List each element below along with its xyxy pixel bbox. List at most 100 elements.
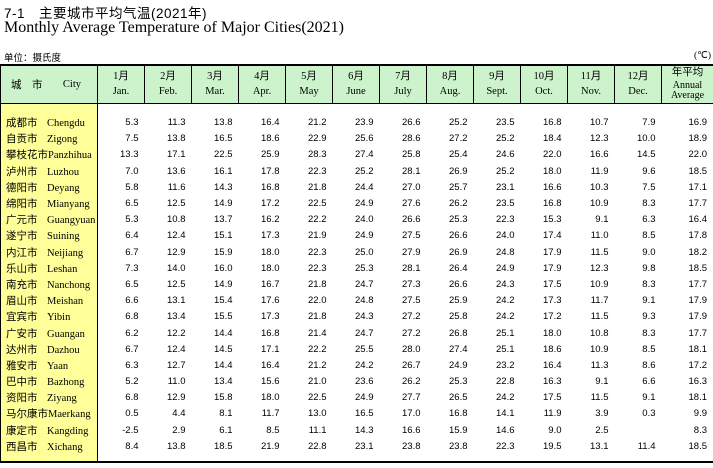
city-name-cn: 乐山市: [6, 263, 38, 275]
city-cell: 绵阳市 Mianyang: [0, 195, 98, 212]
city-name-cn: 广元市: [6, 215, 38, 227]
temp-cell-apr: 17.1: [261, 343, 280, 355]
city-cell: 南充市 Nanchong: [0, 276, 98, 293]
temp-cell-may: 22.3: [308, 165, 327, 177]
temp-cell-jul: 26.6: [402, 214, 421, 226]
temp-cell-feb: 12.9: [167, 246, 186, 258]
temp-cell-jun: 24.3: [355, 311, 374, 323]
temp-cell-oct: 17.9: [543, 262, 562, 274]
city-name-cn: 康定市: [6, 425, 38, 437]
city-name-en: Suining: [47, 231, 80, 243]
city-name-cn: 眉山市: [6, 296, 38, 308]
column-header-en: Sept.: [486, 86, 508, 97]
temp-cell-mar: 13.4: [214, 376, 233, 388]
column-header-may: 5月 May: [285, 64, 333, 104]
city-name-en: Ziyang: [47, 393, 77, 405]
column-header-mar: 3月 Mar.: [191, 64, 239, 104]
column-header-en: Jan.: [112, 86, 130, 97]
temp-cell-mar: 13.8: [214, 117, 233, 129]
temp-cell-dec: 7.9: [642, 117, 656, 129]
city-name-en: Yaan: [47, 360, 69, 372]
temp-cell-annual: 17.8: [688, 230, 708, 242]
column-header-nov: 11月 Nov.: [567, 64, 615, 104]
city-cell: 遂宁市 Suining: [0, 227, 98, 244]
table-row-nanchong: 南充市 Nanchong 6.5 12.5 14.9 16.7 21.8 24.7 27.3 26…: [0, 276, 713, 293]
temp-cell-apr: 18.0: [261, 262, 280, 274]
temp-cell-feb: 17.1: [167, 149, 186, 161]
column-header-apr: 4月 Apr.: [238, 64, 286, 104]
temp-cell-feb: 14.0: [167, 262, 186, 274]
temp-cell-annual: 22.0: [688, 149, 708, 161]
temp-cell-jun: 25.2: [355, 165, 374, 177]
temp-cell-nov: 11.5: [590, 246, 609, 258]
table-header-row: 城 市 City 1月 Jan. 2月 Feb. 3月 Mar. 4月 Apr. 5月 May 6月…: [0, 64, 713, 104]
temp-cell-may: 22.2: [308, 343, 327, 355]
city-name-en: Maerkang: [48, 409, 91, 421]
table-row-yibin: 宜宾市 Yibin 6.8 13.4 15.5 17.3 21.8 24.3 27.2 25.8 2…: [0, 308, 713, 325]
city-cell: 自贡市 Zigong: [0, 130, 98, 147]
temp-cell-nov: 11.3: [590, 359, 609, 371]
city-name-cn: 泸州市: [6, 166, 38, 178]
temp-cell-apr: 16.4: [261, 117, 280, 129]
temp-cell-dec: 8.3: [642, 198, 656, 210]
temp-cell-jan: 6.2: [125, 327, 139, 339]
temp-cell-jul: 26.7: [402, 359, 421, 371]
temp-cell-dec: 11.4: [637, 440, 656, 452]
temp-cell-may: 22.8: [308, 440, 327, 452]
column-header-en: Feb.: [158, 86, 178, 97]
city-name-cn: 西昌市: [6, 441, 38, 453]
temp-cell-aug: 26.6: [449, 230, 468, 242]
temp-cell-jun: 23.9: [355, 117, 374, 129]
temp-cell-may: 28.3: [308, 149, 327, 161]
temp-cell-mar: 14.5: [214, 343, 233, 355]
city-name-cn: 达州市: [6, 344, 38, 356]
column-header-en: Dec.: [628, 86, 648, 97]
temp-cell-sep: 22.3: [496, 440, 515, 452]
temp-cell-annual: 17.7: [688, 327, 708, 339]
temp-cell-mar: 16.0: [214, 262, 233, 274]
temp-cell-may: 21.8: [308, 181, 327, 193]
temp-cell-aug: 27.4: [449, 343, 468, 355]
temp-cell-jun: 24.9: [355, 198, 374, 210]
temp-cell-jul: 27.7: [402, 392, 421, 404]
column-header-jan: 1月 Jan.: [97, 64, 145, 104]
temp-cell-mar: 15.1: [214, 230, 233, 242]
table-row-mianyang: 绵阳市 Mianyang 6.5 12.5 14.9 17.2 22.5 24.9 27.6 26…: [0, 195, 713, 212]
temp-cell-mar: 8.1: [219, 408, 233, 420]
city-cell: 资阳市 Ziyang: [0, 389, 98, 406]
city-name-en: Meishan: [47, 296, 84, 308]
temp-cell-apr: 17.3: [261, 230, 280, 242]
table-row-chengdu: 成都市 Chengdu 5.3 11.3 13.8 16.4 21.2 23.9 26.6 25.…: [0, 114, 713, 131]
temp-cell-mar: 15.5: [214, 311, 233, 323]
column-header-annual: 年平均 Annual Average: [661, 64, 713, 104]
city-name-cn: 内江市: [6, 247, 38, 259]
temp-cell-dec: 14.5: [637, 149, 656, 161]
temp-cell-jun: 24.7: [355, 278, 374, 290]
temp-cell-dec: 9.6: [642, 165, 656, 177]
temp-cell-annual: 16.3: [688, 376, 708, 388]
temp-cell-oct: 15.3: [543, 214, 562, 226]
temp-cell-jul: 27.0: [402, 181, 421, 193]
temp-cell-feb: 13.8: [167, 133, 186, 145]
temp-cell-apr: 17.6: [261, 295, 280, 307]
city-cell: 马尔康市Maerkang: [0, 405, 98, 423]
temp-cell-aug: 25.3: [449, 376, 468, 388]
city-header-en: City: [62, 79, 81, 90]
column-header-jul: 7月 July: [379, 64, 427, 104]
temp-cell-sep: 25.2: [496, 133, 515, 145]
temp-cell-oct: 16.4: [543, 359, 562, 371]
temp-cell-mar: 14.9: [214, 278, 233, 290]
celsius-unit: (℃): [694, 51, 711, 61]
temp-cell-nov: 10.7: [590, 117, 609, 129]
temp-cell-jul: 27.5: [402, 230, 421, 242]
temp-cell-oct: 16.8: [543, 198, 562, 210]
temp-cell-annual: 17.7: [688, 198, 708, 210]
table-row-yaan: 雅安市 Yaan 6.3 12.7 14.4 16.4 21.2 24.2 26.7 24.9 23…: [0, 357, 713, 374]
data-filler: [98, 454, 713, 462]
temp-cell-aug: 27.2: [449, 133, 468, 145]
city-cell: 眉山市 Meishan: [0, 292, 98, 309]
temp-cell-annual: 17.2: [688, 359, 708, 371]
temp-cell-aug: 26.9: [449, 246, 468, 258]
city-name-en: Kangding: [47, 425, 89, 437]
temp-cell-mar: 15.4: [214, 295, 233, 307]
